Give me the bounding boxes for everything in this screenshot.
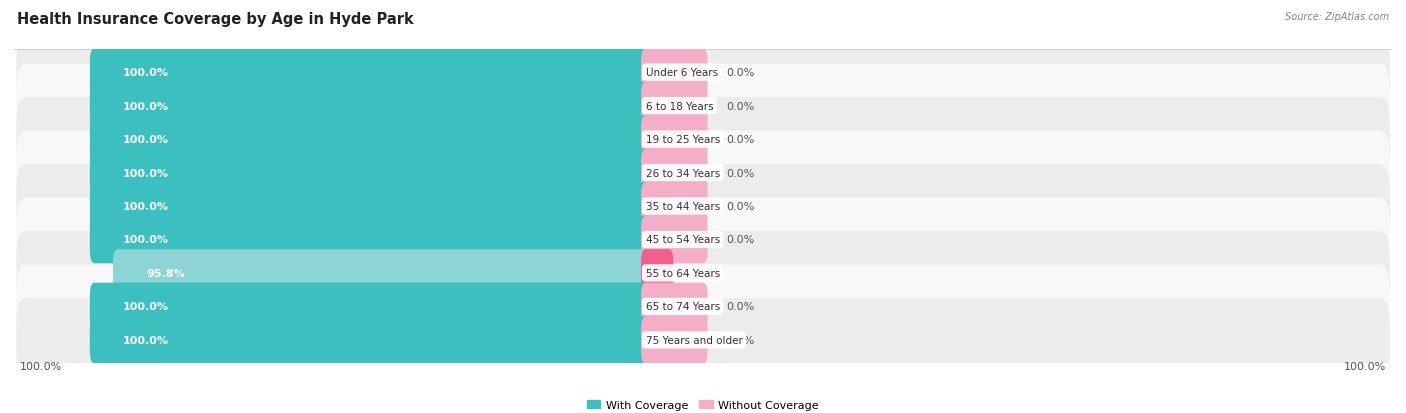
Text: 0.0%: 0.0% (725, 335, 754, 345)
Text: 95.8%: 95.8% (146, 268, 186, 278)
FancyBboxPatch shape (17, 265, 1389, 349)
FancyBboxPatch shape (17, 98, 1389, 181)
FancyBboxPatch shape (90, 150, 650, 197)
Text: Under 6 Years: Under 6 Years (645, 68, 717, 78)
FancyBboxPatch shape (641, 283, 707, 330)
Text: 55 to 64 Years: 55 to 64 Years (645, 268, 720, 278)
Text: 75 Years and older: 75 Years and older (645, 335, 742, 345)
Text: 35 to 44 Years: 35 to 44 Years (645, 202, 720, 211)
FancyBboxPatch shape (90, 183, 650, 230)
Legend: With Coverage, Without Coverage: With Coverage, Without Coverage (582, 395, 824, 413)
FancyBboxPatch shape (90, 49, 650, 97)
Text: 100.0%: 100.0% (124, 68, 169, 78)
Text: Health Insurance Coverage by Age in Hyde Park: Health Insurance Coverage by Age in Hyde… (17, 12, 413, 27)
Text: 0.0%: 0.0% (725, 301, 754, 312)
FancyBboxPatch shape (90, 283, 650, 330)
FancyBboxPatch shape (17, 165, 1389, 248)
FancyBboxPatch shape (641, 249, 673, 297)
FancyBboxPatch shape (641, 216, 707, 263)
Text: Source: ZipAtlas.com: Source: ZipAtlas.com (1285, 12, 1389, 22)
Text: 0.0%: 0.0% (725, 135, 754, 145)
Text: 65 to 74 Years: 65 to 74 Years (645, 301, 720, 312)
Text: 100.0%: 100.0% (124, 135, 169, 145)
FancyBboxPatch shape (17, 31, 1389, 115)
Text: 100.0%: 100.0% (124, 202, 169, 211)
Text: 45 to 54 Years: 45 to 54 Years (645, 235, 720, 245)
FancyBboxPatch shape (641, 83, 707, 130)
FancyBboxPatch shape (112, 249, 650, 297)
FancyBboxPatch shape (90, 116, 650, 164)
FancyBboxPatch shape (17, 131, 1389, 215)
Text: 0.0%: 0.0% (725, 168, 754, 178)
FancyBboxPatch shape (17, 64, 1389, 148)
FancyBboxPatch shape (641, 116, 707, 164)
Text: 100.0%: 100.0% (124, 101, 169, 112)
FancyBboxPatch shape (17, 232, 1389, 315)
Text: 0.0%: 0.0% (725, 235, 754, 245)
Text: 100.0%: 100.0% (1344, 361, 1386, 371)
Text: 100.0%: 100.0% (20, 361, 62, 371)
Text: 26 to 34 Years: 26 to 34 Years (645, 168, 720, 178)
Text: 100.0%: 100.0% (124, 235, 169, 245)
Text: 100.0%: 100.0% (124, 301, 169, 312)
FancyBboxPatch shape (90, 216, 650, 263)
FancyBboxPatch shape (641, 150, 707, 197)
FancyBboxPatch shape (641, 49, 707, 97)
Text: 0.0%: 0.0% (725, 68, 754, 78)
FancyBboxPatch shape (641, 316, 707, 364)
Text: 19 to 25 Years: 19 to 25 Years (645, 135, 720, 145)
FancyBboxPatch shape (17, 198, 1389, 282)
Text: 6 to 18 Years: 6 to 18 Years (645, 101, 713, 112)
FancyBboxPatch shape (90, 83, 650, 130)
Text: 4.2%: 4.2% (692, 268, 720, 278)
Text: 100.0%: 100.0% (124, 168, 169, 178)
Text: 0.0%: 0.0% (725, 101, 754, 112)
FancyBboxPatch shape (641, 183, 707, 230)
Text: 100.0%: 100.0% (124, 335, 169, 345)
Text: 0.0%: 0.0% (725, 202, 754, 211)
FancyBboxPatch shape (17, 298, 1389, 382)
FancyBboxPatch shape (90, 316, 650, 364)
